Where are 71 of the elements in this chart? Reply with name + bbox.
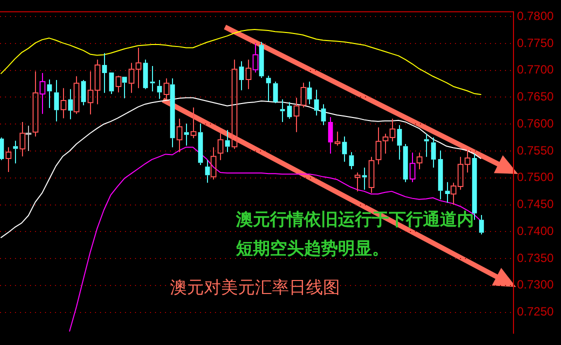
y-tick-label: 0.7350 [517,250,554,265]
candlestick [54,80,59,122]
candlestick [47,78,52,108]
candlestick [354,172,360,192]
candlestick [205,160,210,184]
candlestick [32,70,38,137]
candlestick [334,131,340,146]
candlestick [280,98,285,122]
candlestick [259,41,264,78]
candlestick [416,152,422,170]
y-tick-label: 0.7400 [517,224,554,238]
candlestick [321,104,326,126]
candlestick [68,88,73,120]
candlestick [122,76,127,99]
candlestick [198,123,203,166]
candlestick [109,72,114,94]
candlestick [74,76,80,114]
candlestick [218,132,224,161]
candlestick [210,146,216,180]
candlestick [143,59,148,90]
candlestick [368,156,374,194]
candlestick [349,152,354,170]
y-tick-label: 0.7450 [517,197,554,212]
candlestick [431,137,436,168]
y-tick-label: 0.7650 [517,90,554,104]
candlestick [13,140,18,164]
candlestick [60,88,66,119]
candlestick [314,89,319,116]
candlestick [232,59,238,150]
y-tick-label: 0.7250 [517,304,554,319]
candlestick [252,42,258,73]
candlestick [307,81,312,105]
candlestick [287,102,292,120]
candlestick [164,78,170,100]
candlestick [410,152,416,183]
candlestick [342,136,347,162]
y-tick-label: 0.7550 [517,143,554,158]
y-tick-label: 0.7700 [517,62,554,77]
candlestick [246,59,252,90]
y-tick-label: 0.7600 [517,116,554,130]
annotation: 澳元对美元汇率日线图 [170,277,341,299]
candlestick [102,52,107,94]
candlestick [239,60,244,91]
candlestick [170,78,175,148]
y-tick-label: 0.7750 [517,36,554,50]
candlestick [157,80,162,100]
candlestick [150,66,155,92]
candlestick [6,146,12,172]
candlestick [176,118,182,153]
y-tick-label: 0.7300 [517,278,554,292]
candlestick [403,144,408,183]
candlestick [225,130,230,153]
candlestick [190,106,196,139]
candlestick [328,116,333,154]
candlestick [184,123,189,146]
candlestick [397,124,402,160]
candlestick [116,75,122,93]
candlestick [438,150,443,200]
candlestick [424,133,429,158]
candlestick [81,80,86,106]
candlestick [266,75,271,102]
y-tick-label: 0.7500 [517,170,554,184]
candlestick [472,153,477,220]
candlestick [40,72,46,114]
candlestick [26,125,32,152]
y-tick-label: 0.7800 [517,8,554,23]
candlestick [273,81,278,104]
candlestick [20,121,26,157]
candlestick [445,182,450,204]
candlestick [479,214,484,235]
candlestick [362,167,367,190]
